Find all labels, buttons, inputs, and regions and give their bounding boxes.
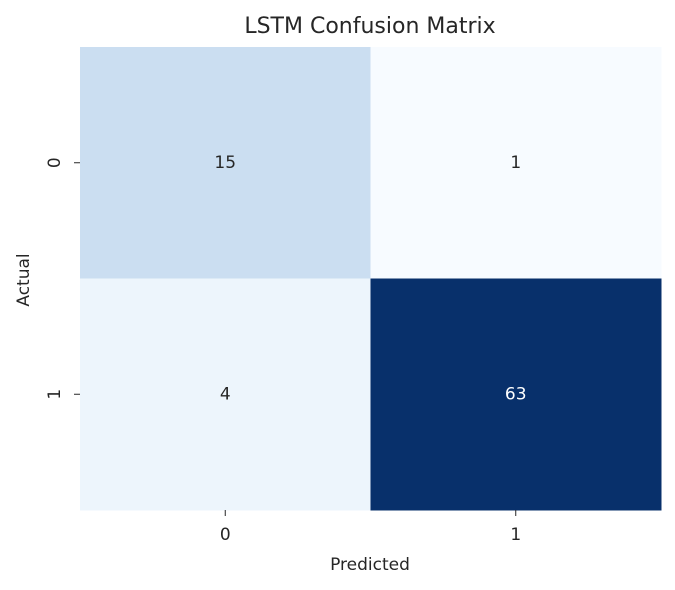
y-axis-label: Actual <box>14 253 34 306</box>
cell-label: 4 <box>220 384 231 404</box>
cell-label: 63 <box>505 384 527 404</box>
heatmap-cell <box>80 278 371 511</box>
heatmap-cell <box>370 278 662 511</box>
cell-label: 15 <box>214 153 236 173</box>
chart-title: LSTM Confusion Matrix <box>244 14 495 39</box>
x-axis-label: Predicted <box>330 555 410 575</box>
y-tick-label: 0 <box>45 157 65 168</box>
heatmap-cell <box>80 47 371 279</box>
x-tick-label: 1 <box>510 525 521 545</box>
heatmap-cell <box>370 47 662 279</box>
cell-label: 1 <box>510 153 521 173</box>
x-tick-label: 0 <box>220 525 231 545</box>
y-tick-label: 1 <box>45 389 65 400</box>
